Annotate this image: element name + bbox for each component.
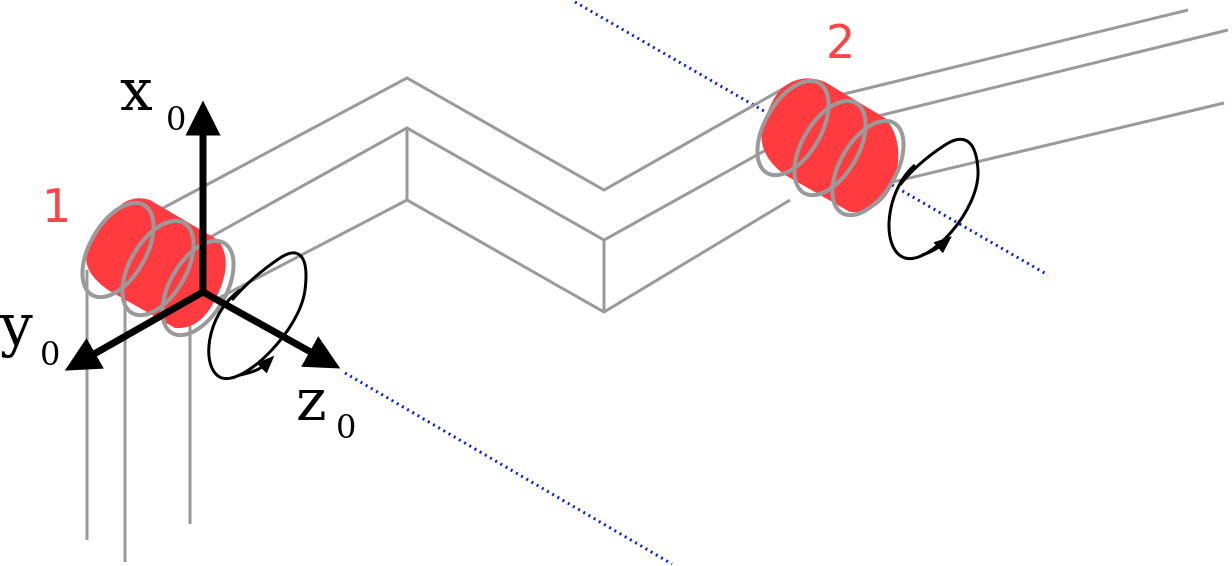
base-frame-axes xyxy=(64,100,341,371)
link-middle-edge xyxy=(159,126,776,267)
link-wireframe xyxy=(85,8,1229,562)
joint-2-label: 2 xyxy=(826,15,855,69)
y0-axis-subscript: 0 xyxy=(40,335,60,373)
joint-2-rotation-icon xyxy=(887,137,980,260)
z0-axis-subscript: 0 xyxy=(336,408,356,446)
out-link-top xyxy=(839,8,1189,97)
y0-axis-arrow xyxy=(64,288,205,371)
x0-axis-subscript: 0 xyxy=(166,100,186,138)
link-top-edge xyxy=(149,76,796,217)
joint-2-cylinder xyxy=(755,78,906,218)
link-bottom-edge xyxy=(214,198,791,314)
z0-axis-arrow xyxy=(201,288,341,369)
joint-2-rotation-arrowhead-icon xyxy=(921,236,952,257)
joint-1-axis-line xyxy=(344,371,673,566)
joint-2-axis-line xyxy=(574,0,1049,277)
out-link-middle xyxy=(869,28,1229,120)
out-link-bottom xyxy=(879,101,1225,187)
z0-axis-letter: z xyxy=(296,366,327,434)
x0-axis-letter: x xyxy=(120,56,153,124)
joint-1-label: 1 xyxy=(42,179,71,233)
joint-1-cylinder xyxy=(80,198,236,338)
joint-1-rotation-icon xyxy=(207,251,308,380)
joint-1-rotation-arrowhead-icon xyxy=(239,355,275,377)
y0-axis-letter: y xyxy=(0,291,33,359)
